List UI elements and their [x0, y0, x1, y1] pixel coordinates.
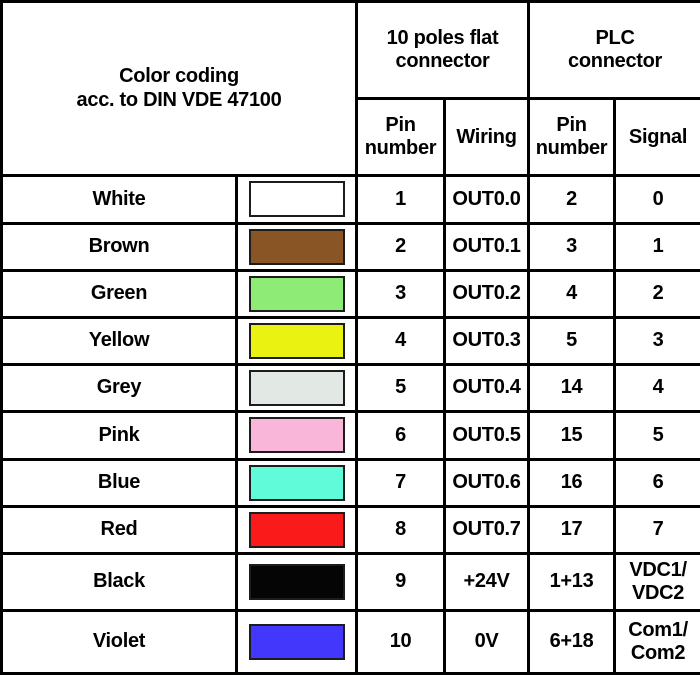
- wiring-value: OUT0.4: [443, 363, 531, 414]
- table-row: Violet 10 0V 6+18 Com1/ Com2: [0, 609, 700, 675]
- plc-pin-number: 2: [527, 174, 617, 225]
- color-name: Grey: [0, 363, 238, 414]
- color-swatch: [248, 624, 345, 661]
- table-title: Color coding acc. to DIN VDE 47100: [0, 0, 359, 178]
- flat-pin-number: 3: [355, 268, 447, 319]
- flat-pin-number: 8: [355, 504, 447, 555]
- color-swatch-cell: [234, 609, 359, 675]
- plc-pin-number: 3: [527, 221, 617, 272]
- color-name: Brown: [0, 221, 238, 272]
- color-swatch-cell: [234, 457, 359, 508]
- header-plc-connector: PLC connector: [527, 0, 700, 101]
- table-row: Brown 2 OUT0.1 3 1: [0, 221, 700, 272]
- color-swatch: [248, 275, 345, 312]
- signal-value: 1: [613, 221, 700, 272]
- plc-pin-number: 6+18: [527, 609, 617, 675]
- plc-pin-number: 4: [527, 268, 617, 319]
- signal-value: VDC1/ VDC2: [613, 551, 700, 613]
- signal-value: Com1/ Com2: [613, 609, 700, 675]
- plc-pin-number: 1+13: [527, 551, 617, 613]
- color-name: Pink: [0, 410, 238, 461]
- table-row: Pink 6 OUT0.5 15 5: [0, 410, 700, 461]
- flat-pin-number: 2: [355, 221, 447, 272]
- plc-pin-number: 5: [527, 315, 617, 367]
- table-row: Blue 7 OUT0.6 16 6: [0, 457, 700, 508]
- wiring-value: OUT0.1: [443, 221, 531, 272]
- color-swatch: [248, 464, 345, 501]
- color-swatch: [248, 228, 345, 265]
- column-header-plc-pin-number: Pin number: [527, 97, 617, 178]
- signal-value: 7: [613, 504, 700, 555]
- table-row: Red 8 OUT0.7 17 7: [0, 504, 700, 555]
- flat-pin-number: 9: [355, 551, 447, 613]
- signal-value: 3: [613, 315, 700, 367]
- color-swatch-cell: [234, 410, 359, 461]
- color-swatch-cell: [234, 504, 359, 555]
- table-row: Grey 5 OUT0.4 14 4: [0, 363, 700, 414]
- flat-pin-number: 10: [355, 609, 447, 675]
- wiring-value: OUT0.3: [443, 315, 531, 367]
- table-row: Yellow 4 OUT0.3 5 3: [0, 315, 700, 367]
- color-swatch-cell: [234, 363, 359, 414]
- signal-value: 0: [613, 174, 700, 225]
- wiring-value: OUT0.7: [443, 504, 531, 555]
- plc-pin-number: 17: [527, 504, 617, 555]
- wiring-value: OUT0.5: [443, 410, 531, 461]
- color-swatch: [248, 370, 345, 407]
- wiring-value: +24V: [443, 551, 531, 613]
- color-name: White: [0, 174, 238, 225]
- color-name: Yellow: [0, 315, 238, 367]
- color-swatch: [248, 417, 345, 454]
- color-swatch-cell: [234, 551, 359, 613]
- color-swatch-cell: [234, 221, 359, 272]
- signal-value: 5: [613, 410, 700, 461]
- signal-value: 6: [613, 457, 700, 508]
- color-swatch: [248, 181, 345, 218]
- color-swatch: [248, 511, 345, 548]
- table-row: Green 3 OUT0.2 4 2: [0, 268, 700, 319]
- plc-pin-number: 16: [527, 457, 617, 508]
- wiring-value: OUT0.2: [443, 268, 531, 319]
- color-swatch: [248, 323, 345, 360]
- column-header-wiring: Wiring: [443, 97, 531, 178]
- color-swatch-cell: [234, 315, 359, 367]
- color-swatch-cell: [234, 174, 359, 225]
- color-name: Red: [0, 504, 238, 555]
- flat-pin-number: 5: [355, 363, 447, 414]
- signal-value: 4: [613, 363, 700, 414]
- column-header-signal: Signal: [613, 97, 700, 178]
- plc-pin-number: 14: [527, 363, 617, 414]
- column-header-flat-pin-number: Pin number: [355, 97, 447, 178]
- wiring-value: 0V: [443, 609, 531, 675]
- color-name: Violet: [0, 609, 238, 675]
- plc-pin-number: 15: [527, 410, 617, 461]
- flat-pin-number: 7: [355, 457, 447, 508]
- color-name: Black: [0, 551, 238, 613]
- wiring-value: OUT0.0: [443, 174, 531, 225]
- color-swatch: [248, 564, 345, 601]
- header-group-row: Color coding acc. to DIN VDE 47100 10 po…: [0, 0, 700, 178]
- table-row: White 1 OUT0.0 2 0: [0, 174, 700, 225]
- color-name: Blue: [0, 457, 238, 508]
- table-row: Black 9 +24V 1+13 VDC1/ VDC2: [0, 551, 700, 613]
- signal-value: 2: [613, 268, 700, 319]
- color-name: Green: [0, 268, 238, 319]
- header-columns-row: Pin number Wiring Pin number Signal: [2, 97, 700, 178]
- flat-pin-number: 1: [355, 174, 447, 225]
- flat-pin-number: 6: [355, 410, 447, 461]
- color-swatch-cell: [234, 268, 359, 319]
- wiring-value: OUT0.6: [443, 457, 531, 508]
- flat-pin-number: 4: [355, 315, 447, 367]
- header-flat-connector: 10 poles flat connector: [355, 0, 531, 101]
